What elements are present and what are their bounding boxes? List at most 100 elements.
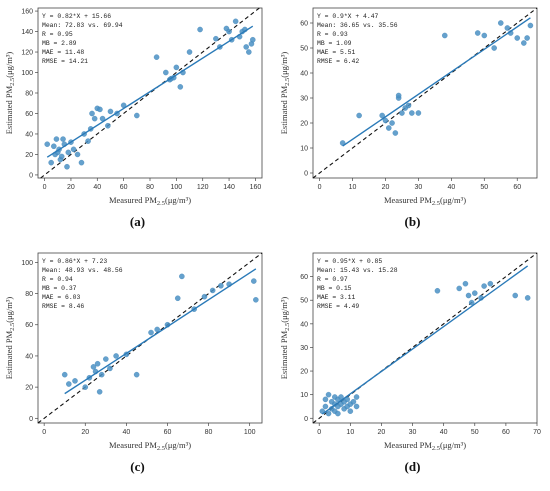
data-point bbox=[481, 283, 487, 289]
y-tick-label: 50 bbox=[300, 46, 308, 53]
y-tick-label: 80 bbox=[25, 291, 33, 298]
data-point bbox=[107, 365, 113, 372]
y-tick-label: 20 bbox=[300, 369, 308, 376]
scatter-plot-b: 0 10 20 30 40 50 60 0 10 20 30 40 50 60 Y = 0.9*X + 4.… bbox=[279, 7, 538, 207]
x-tick-label: 100 bbox=[171, 184, 183, 191]
x-tick-label: 40 bbox=[440, 429, 448, 436]
x-tick-label: 40 bbox=[122, 429, 130, 436]
x-tick-label: 0 bbox=[317, 429, 321, 436]
data-point bbox=[250, 36, 256, 43]
data-point bbox=[226, 28, 232, 35]
data-point bbox=[409, 110, 415, 116]
data-point bbox=[94, 360, 101, 367]
data-point bbox=[153, 54, 160, 60]
data-point bbox=[201, 293, 208, 300]
y-axis-label: Estimated PM2.5(μg/m³) bbox=[279, 52, 291, 135]
x-axis-label: Measured PM2.5(μg/m³) bbox=[384, 195, 466, 207]
y-tick-label: 120 bbox=[21, 50, 33, 57]
y-axis-label: Estimated PM2.5(μg/m³) bbox=[4, 297, 16, 380]
data-point bbox=[481, 32, 488, 39]
data-point bbox=[134, 112, 140, 119]
x-tick-label: 0 bbox=[318, 184, 322, 191]
stats-line: R = 0.97 bbox=[317, 276, 348, 283]
panel-label-a: (a) bbox=[129, 214, 146, 229]
data-point bbox=[512, 292, 518, 299]
data-point bbox=[48, 159, 54, 166]
data-point bbox=[487, 280, 494, 287]
data-point bbox=[322, 403, 329, 410]
y-tick-label: 0 bbox=[29, 416, 33, 423]
x-tick-label: 20 bbox=[81, 429, 89, 436]
data-point bbox=[163, 69, 169, 76]
plot-frame bbox=[312, 7, 538, 179]
data-point bbox=[462, 280, 469, 287]
stats-line: MAE = 5.51 bbox=[317, 49, 356, 56]
scatter-panel-c: 0 20 40 60 80 100 0 20 40 60 80 100 Y = 0.86*X + 7.2… bbox=[0, 245, 275, 490]
x-tick-label: 40 bbox=[93, 184, 101, 191]
data-point bbox=[213, 35, 219, 42]
y-tick-label: 40 bbox=[25, 131, 33, 138]
data-point bbox=[504, 25, 511, 31]
data-point bbox=[356, 112, 362, 119]
stats-line: Mean: 48.93 vs. 48.56 bbox=[42, 267, 123, 274]
data-point bbox=[179, 273, 185, 280]
data-point bbox=[468, 299, 475, 306]
y-tick-label: 60 bbox=[25, 111, 33, 118]
data-point bbox=[85, 138, 91, 144]
x-tick-label: 50 bbox=[471, 429, 479, 436]
y-tick-label: 0 bbox=[29, 172, 33, 179]
x-axis-label: Measured PM2.5(μg/m³) bbox=[109, 440, 191, 452]
data-point bbox=[338, 394, 344, 400]
plot-frame bbox=[37, 252, 263, 424]
stats-line: RMSE = 14.21 bbox=[42, 58, 88, 65]
y-tick-label: 20 bbox=[25, 152, 33, 159]
data-point bbox=[209, 287, 216, 294]
data-point bbox=[434, 288, 441, 294]
data-point bbox=[395, 92, 402, 99]
stats-line: R = 0.94 bbox=[42, 276, 73, 283]
stats-line: MAE = 3.11 bbox=[317, 294, 356, 301]
data-point bbox=[65, 149, 72, 156]
y-tick-label: 160 bbox=[21, 9, 33, 16]
data-point bbox=[442, 32, 448, 39]
y-tick-label: 10 bbox=[300, 392, 308, 399]
data-point bbox=[232, 18, 239, 25]
x-tick-label: 140 bbox=[223, 184, 235, 191]
x-tick-label: 100 bbox=[244, 429, 256, 436]
stats-line: Mean: 72.83 vs. 69.94 bbox=[42, 22, 123, 29]
x-tick-label: 60 bbox=[120, 184, 128, 191]
x-tick-label: 0 bbox=[43, 184, 47, 191]
data-point bbox=[325, 391, 332, 398]
y-tick-label: 80 bbox=[25, 91, 33, 98]
panel-label-c: (c) bbox=[130, 459, 145, 474]
scatter-plot-c: 0 20 40 60 80 100 0 20 40 60 80 100 Y = 0.86*X + 7.2… bbox=[4, 252, 263, 452]
y-axis-label: Estimated PM2.5(μg/m³) bbox=[4, 52, 16, 135]
stats-line: MB = 2.89 bbox=[42, 40, 77, 47]
scatter-plot-d: 0 10 20 30 40 50 60 70 0 10 20 30 40 50 60 Y = 0.95*X +… bbox=[279, 252, 541, 452]
x-tick-label: 120 bbox=[197, 184, 209, 191]
data-point bbox=[107, 108, 114, 115]
data-point bbox=[456, 285, 462, 292]
regression-line bbox=[46, 25, 254, 158]
stats-line: R = 0.95 bbox=[42, 31, 73, 38]
data-point bbox=[325, 410, 332, 417]
data-point bbox=[105, 123, 111, 129]
identity-line bbox=[40, 7, 260, 179]
data-point bbox=[82, 384, 89, 390]
x-tick-label: 20 bbox=[378, 429, 386, 436]
data-point bbox=[177, 84, 184, 90]
data-point bbox=[347, 408, 354, 414]
x-tick-label: 60 bbox=[513, 184, 521, 191]
data-point bbox=[527, 22, 534, 29]
data-point bbox=[405, 102, 412, 109]
data-point bbox=[251, 278, 257, 284]
data-point bbox=[218, 283, 224, 289]
x-tick-label: 30 bbox=[415, 184, 423, 191]
stats-line: R = 0.93 bbox=[317, 31, 348, 38]
x-tick-label: 160 bbox=[250, 184, 262, 191]
stats-line: MB = 0.15 bbox=[317, 285, 352, 292]
data-point bbox=[133, 371, 140, 378]
data-point bbox=[353, 394, 360, 400]
y-tick-label: 60 bbox=[25, 322, 33, 329]
data-point bbox=[173, 64, 180, 71]
